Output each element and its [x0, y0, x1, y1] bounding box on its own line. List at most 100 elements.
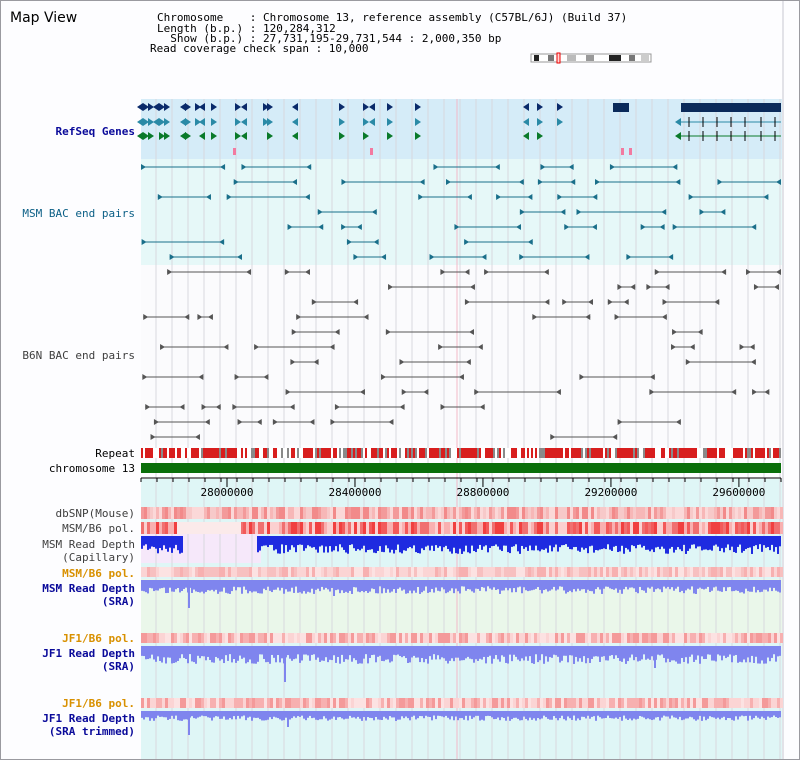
depth-bar	[705, 536, 707, 550]
repeat-segment	[329, 448, 331, 458]
repeat-segment	[537, 448, 539, 458]
density-cell	[324, 567, 327, 577]
density-cell	[600, 522, 603, 534]
density-cell	[210, 507, 213, 519]
density-cell	[507, 507, 510, 519]
b6n-bac-end	[388, 284, 394, 290]
depth-bar	[509, 711, 511, 721]
track-label-jf1-read-depth-trimmed[interactable]: JF1 Read Depth	[42, 712, 135, 725]
track-label-b6n-bac-end-pairs[interactable]: B6N BAC end pairs	[22, 349, 135, 362]
depth-bar	[277, 580, 279, 588]
repeat-segment	[143, 448, 145, 458]
track-label-jf1-b6-pol[interactable]: JF1/B6 pol.	[62, 632, 135, 645]
density-cell	[654, 522, 657, 534]
depth-bar	[587, 536, 589, 554]
density-cell	[396, 698, 399, 708]
depth-bar	[745, 536, 747, 550]
density-cell	[258, 633, 261, 643]
density-cell	[300, 633, 303, 643]
density-cell	[630, 633, 633, 643]
track-label-msm-b6-pol-capillary[interactable]: MSM/B6 pol.	[62, 522, 135, 535]
density-cell	[546, 522, 549, 534]
depth-bar	[423, 711, 425, 719]
track-label-jf1-read-depth-sra[interactable]: JF1 Read Depth	[42, 647, 135, 660]
density-cell	[357, 507, 360, 519]
density-cell	[633, 633, 636, 643]
depth-bar	[495, 711, 497, 719]
density-cell	[159, 698, 162, 708]
depth-bar	[143, 580, 145, 592]
depth-bar	[593, 580, 595, 594]
depth-bar	[633, 580, 635, 589]
density-cell	[702, 522, 705, 534]
depth-bar	[607, 580, 609, 587]
depth-bar	[731, 711, 733, 720]
density-cell	[444, 567, 447, 577]
track-label-chromosome[interactable]: chromosome 13	[48, 462, 135, 475]
depth-bar	[535, 580, 537, 589]
density-cell	[159, 567, 162, 577]
track-label-msm-bac-end-pairs[interactable]: MSM BAC end pairs	[22, 207, 135, 220]
depth-bar	[531, 580, 533, 591]
repeat-segment	[393, 448, 395, 458]
b6n-bac-end	[739, 344, 745, 350]
depth-bar	[749, 580, 751, 592]
density-cell	[363, 522, 366, 534]
depth-bar	[235, 580, 237, 591]
depth-bar	[497, 646, 499, 660]
track-label-jf1-b6-pol-trimmed[interactable]: JF1/B6 pol.	[62, 697, 135, 710]
depth-bar	[297, 580, 299, 593]
density-cell	[642, 507, 645, 519]
density-cell	[687, 698, 690, 708]
depth-bar	[175, 580, 177, 590]
repeat-segment	[183, 448, 185, 458]
density-cell	[411, 567, 414, 577]
b6n-bac-end	[649, 374, 655, 380]
depth-bar	[513, 536, 515, 547]
density-cell	[645, 522, 648, 534]
depth-bar	[339, 536, 341, 545]
density-cell	[591, 522, 594, 534]
msm-bac-end	[776, 179, 781, 185]
density-cell	[681, 522, 684, 534]
density-cell	[441, 507, 444, 519]
depth-bar	[299, 580, 301, 593]
depth-bar	[397, 580, 399, 589]
depth-bar	[419, 580, 421, 594]
density-cell	[207, 567, 210, 577]
repeat-segment	[619, 448, 621, 458]
track-label-msm-read-depth-sra[interactable]: MSM Read Depth	[42, 582, 135, 595]
track-label-refseq-genes[interactable]: RefSeq Genes	[55, 125, 135, 138]
depth-bar	[551, 536, 553, 552]
depth-bar	[743, 711, 745, 717]
track-label-capillary: (Capillary)	[62, 551, 135, 564]
depth-bar	[449, 646, 451, 661]
depth-bar	[661, 711, 663, 718]
density-cell	[729, 567, 732, 577]
density-cell	[636, 698, 639, 708]
msm-bac-end	[346, 239, 352, 245]
depth-bar	[461, 711, 463, 719]
depth-bar	[629, 711, 631, 719]
repeat-segment	[597, 448, 599, 458]
track-label-dbsnp[interactable]: dbSNP(Mouse)	[55, 507, 135, 520]
depth-bar	[317, 536, 319, 553]
track-label-repeat[interactable]: Repeat	[95, 447, 135, 460]
depth-bar	[327, 536, 329, 553]
density-cell	[348, 698, 351, 708]
depth-bar	[381, 580, 383, 594]
repeat-segment	[219, 448, 221, 458]
track-label-msm-b6-pol-sra[interactable]: MSM/B6 pol.	[62, 567, 135, 580]
depth-bar	[637, 580, 639, 594]
repeat-segment	[169, 448, 171, 458]
density-cell	[153, 567, 156, 577]
depth-bar	[369, 580, 371, 592]
repeat-segment	[557, 448, 559, 458]
track-label-msm-read-depth-capillary[interactable]: MSM Read Depth	[42, 538, 135, 551]
depth-bar	[507, 580, 509, 591]
msm-bac-end	[418, 194, 424, 200]
density-cell	[426, 698, 429, 708]
depth-bar	[541, 580, 543, 594]
depth-bar	[155, 646, 157, 662]
